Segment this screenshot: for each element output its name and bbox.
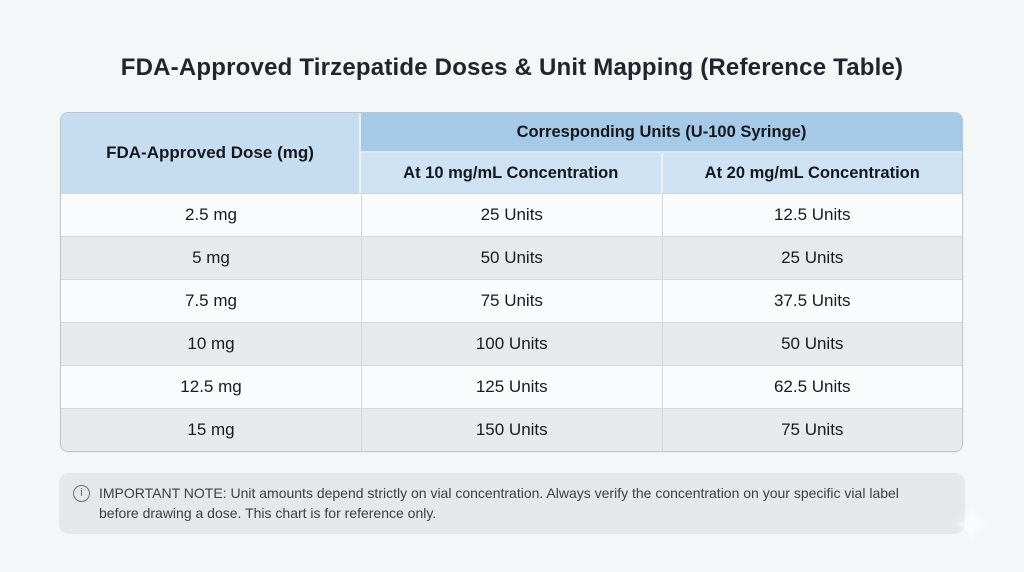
header-units-10mgml: At 10 mg/mL Concentration bbox=[361, 153, 661, 193]
units-20-cell: 75 Units bbox=[661, 409, 963, 451]
table-row: 7.5 mg 75 Units 37.5 Units bbox=[61, 279, 962, 322]
info-icon: i bbox=[73, 485, 90, 502]
header-group-units: Corresponding Units (U-100 Syringe) bbox=[361, 113, 962, 153]
table-body: 2.5 mg 25 Units 12.5 Units 5 mg 50 Units… bbox=[61, 193, 962, 451]
note-text-line2: before drawing a dose. This chart is for… bbox=[99, 505, 437, 522]
units-20-cell: 37.5 Units bbox=[661, 280, 963, 322]
table-header: FDA-Approved Dose (mg) Corresponding Uni… bbox=[61, 113, 962, 193]
page-title: FDA-Approved Tirzepatide Doses & Unit Ma… bbox=[120, 54, 904, 81]
header-units-section: Corresponding Units (U-100 Syringe) At 1… bbox=[361, 113, 962, 193]
units-10-cell: 125 Units bbox=[361, 366, 662, 408]
units-20-cell: 62.5 Units bbox=[661, 366, 963, 408]
units-20-cell: 50 Units bbox=[661, 323, 963, 365]
table-row: 2.5 mg 25 Units 12.5 Units bbox=[61, 193, 962, 236]
dose-cell: 12.5 mg bbox=[180, 377, 242, 396]
units-10-cell: 50 Units bbox=[361, 237, 662, 279]
table-row: 12.5 mg 125 Units 62.5 Units bbox=[61, 365, 962, 408]
note-text: IMPORTANT NOTE: Unit amounts depend stri… bbox=[99, 483, 899, 524]
header-units-20mgml: At 20 mg/mL Concentration bbox=[660, 153, 962, 193]
table-row: 15 mg 150 Units 75 Units bbox=[61, 408, 962, 451]
dose-cell: 2.5 mg bbox=[185, 205, 237, 224]
header-dose-column: FDA-Approved Dose (mg) bbox=[61, 113, 361, 193]
important-note-box: i IMPORTANT NOTE: Unit amounts depend st… bbox=[59, 473, 965, 534]
header-subcolumns: At 10 mg/mL Concentration At 20 mg/mL Co… bbox=[361, 153, 962, 193]
units-10-cell: 100 Units bbox=[361, 323, 662, 365]
units-10-cell: 75 Units bbox=[361, 280, 662, 322]
units-10-cell: 25 Units bbox=[361, 194, 662, 236]
table-row: 10 mg 100 Units 50 Units bbox=[61, 322, 962, 365]
dose-cell: 10 mg bbox=[187, 334, 235, 353]
dose-cell: 5 mg bbox=[192, 248, 230, 267]
units-20-cell: 12.5 Units bbox=[661, 194, 963, 236]
note-text-line1: IMPORTANT NOTE: Unit amounts depend stri… bbox=[99, 485, 899, 501]
dose-cell: 7.5 mg bbox=[185, 291, 237, 310]
dose-mapping-table: FDA-Approved Dose (mg) Corresponding Uni… bbox=[60, 112, 963, 452]
units-10-cell: 150 Units bbox=[361, 409, 662, 451]
dose-cell: 15 mg bbox=[187, 420, 235, 439]
table-row: 5 mg 50 Units 25 Units bbox=[61, 236, 962, 279]
units-20-cell: 25 Units bbox=[661, 237, 963, 279]
